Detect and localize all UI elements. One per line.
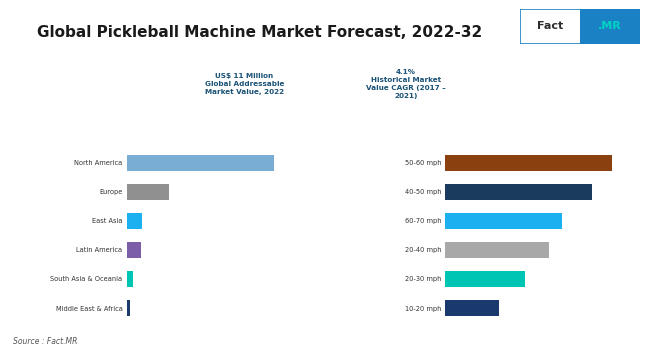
Bar (127, 155, 274, 171)
Text: 4.1%
Historical Market
Value CAGR (2017 –
2021): 4.1% Historical Market Value CAGR (2017 … (366, 69, 446, 99)
Bar (127, 271, 133, 287)
Bar (127, 184, 169, 200)
Text: Market Split by Throwing Speed, 2021 A: Market Split by Throwing Speed, 2021 A (390, 125, 582, 134)
Text: Global Pickleball Machine Market Forecast, 2022-32: Global Pickleball Machine Market Forecas… (38, 25, 482, 40)
Bar (445, 300, 499, 316)
Bar (127, 300, 130, 316)
Bar (445, 155, 612, 171)
Bar (580, 9, 640, 44)
Text: 30%
125 – 150 Ball Capacity
Market Value Share,
2022: 30% 125 – 150 Ball Capacity Market Value… (520, 69, 615, 99)
Bar (127, 213, 142, 229)
Bar (445, 213, 562, 229)
Text: US$ 11 Million
Global Addressable
Market Value, 2022: US$ 11 Million Global Addressable Market… (205, 72, 284, 95)
Text: Fact: Fact (537, 21, 563, 31)
Text: Source : Fact.MR: Source : Fact.MR (13, 337, 77, 346)
Bar (445, 242, 549, 258)
Text: Market Split by Regions, 2021 A: Market Split by Regions, 2021 A (83, 125, 235, 134)
Bar (127, 242, 141, 258)
Text: 8.6%
Global Market Value
CAGR
(2022 – 2032): 8.6% Global Market Value CAGR (2022 – 20… (42, 69, 124, 99)
Bar (445, 271, 525, 287)
Bar (445, 184, 592, 200)
Text: .MR: .MR (598, 21, 622, 31)
